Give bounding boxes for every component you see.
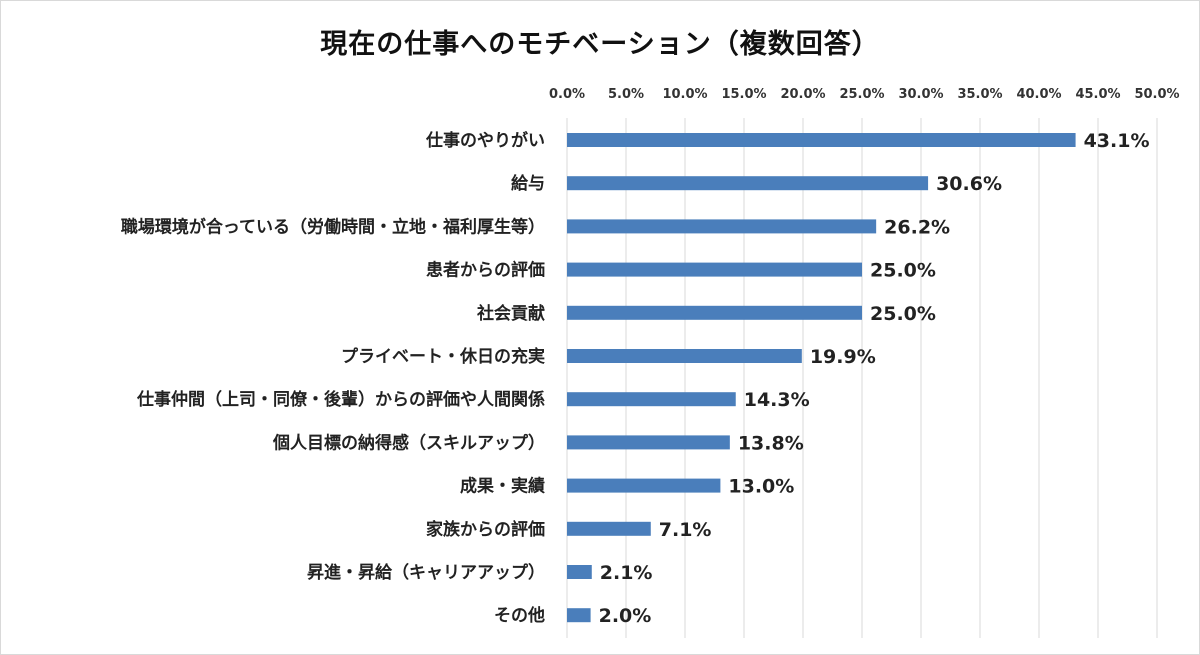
bar: [567, 262, 862, 277]
chart-title: 現在の仕事へのモチベーション（複数回答）: [320, 29, 880, 60]
bar: [567, 608, 591, 623]
x-tick-label: 25.0%: [839, 87, 884, 102]
category-label: 仕事仲間（上司・同僚・後輩）からの評価や人間関係: [136, 389, 545, 410]
data-label: 25.0%: [870, 260, 936, 282]
bar: [567, 478, 721, 493]
bar: [567, 435, 730, 450]
bar: [567, 521, 651, 536]
x-tick-label: 40.0%: [1016, 87, 1061, 102]
category-label: 社会貢献: [476, 303, 545, 324]
category-label: プライベート・休日の充実: [341, 346, 545, 367]
category-label: 昇進・昇給（キャリアアップ）: [307, 562, 545, 583]
category-label: 個人目標の納得感（スキルアップ）: [272, 432, 545, 453]
x-tick-label: 15.0%: [721, 87, 766, 102]
data-label: 14.3%: [744, 389, 810, 411]
bar: [567, 565, 592, 579]
x-tick-label: 5.0%: [608, 87, 644, 102]
data-label: 2.0%: [599, 605, 652, 627]
data-label: 19.9%: [810, 346, 876, 368]
x-tick-label: 50.0%: [1134, 87, 1179, 102]
x-tick-label: 35.0%: [957, 87, 1002, 102]
bar: [567, 133, 1076, 147]
x-tick-label: 10.0%: [662, 87, 707, 102]
category-label: その他: [494, 605, 545, 626]
data-label: 25.0%: [870, 303, 936, 325]
data-label: 13.8%: [738, 432, 804, 454]
x-tick-label: 20.0%: [780, 87, 825, 102]
bar: [567, 305, 862, 320]
data-label: 26.2%: [884, 216, 950, 238]
data-label: 30.6%: [936, 173, 1002, 195]
bar: [567, 219, 877, 234]
x-tick-label: 45.0%: [1075, 87, 1120, 102]
bar: [567, 349, 802, 363]
data-label: 2.1%: [600, 562, 653, 584]
bar: [567, 176, 929, 191]
data-label: 43.1%: [1084, 130, 1150, 152]
category-label: 患者からの評価: [426, 260, 545, 281]
data-label: 13.0%: [728, 476, 794, 498]
data-label: 7.1%: [659, 519, 712, 541]
category-label: 家族からの評価: [426, 519, 545, 540]
category-label: 職場環境が合っている（労働時間・立地・福利厚生等）: [121, 216, 545, 237]
bar: [567, 392, 736, 407]
category-label: 給与: [511, 173, 545, 194]
x-tick-label: 0.0%: [549, 87, 585, 102]
x-tick-label: 30.0%: [898, 87, 943, 102]
category-label: 仕事のやりがい: [425, 130, 545, 151]
category-label: 成果・実績: [460, 476, 545, 497]
